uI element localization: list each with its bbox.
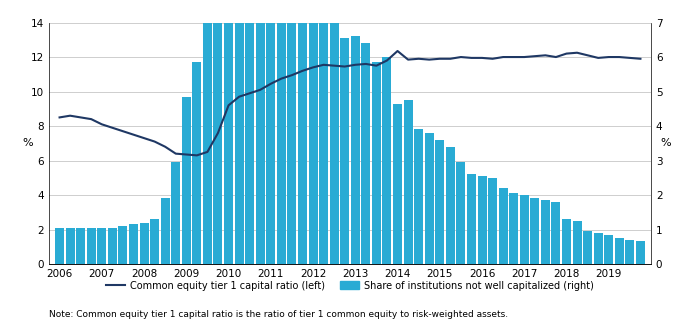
Bar [531, 198, 539, 264]
Y-axis label: %: % [23, 138, 34, 148]
Bar [498, 188, 508, 264]
Bar [298, 0, 307, 264]
Bar [541, 200, 550, 264]
Bar [456, 162, 466, 264]
Bar [161, 198, 169, 264]
Bar [446, 147, 455, 264]
Bar [425, 133, 434, 264]
Bar [172, 162, 180, 264]
Bar [467, 174, 476, 264]
Bar [330, 19, 339, 264]
Bar [435, 140, 444, 264]
Bar [129, 224, 138, 264]
Bar [193, 62, 202, 264]
Bar [256, 0, 265, 264]
Bar [288, 0, 296, 264]
Bar [509, 193, 518, 264]
Bar [118, 226, 127, 264]
Bar [393, 104, 402, 264]
Bar [224, 0, 233, 264]
Bar [214, 0, 223, 264]
Bar [97, 228, 106, 264]
Bar [636, 241, 645, 264]
Bar [234, 0, 244, 264]
Y-axis label: %: % [660, 138, 671, 148]
Bar [520, 195, 528, 264]
Bar [594, 233, 603, 264]
Bar [340, 38, 349, 264]
Bar [182, 97, 191, 264]
Bar [203, 0, 212, 264]
Bar [108, 228, 117, 264]
Bar [245, 0, 254, 264]
Bar [562, 219, 571, 264]
Bar [139, 223, 148, 264]
Bar [309, 0, 318, 264]
Bar [414, 129, 423, 264]
Bar [583, 231, 592, 264]
Bar [361, 43, 370, 264]
Bar [382, 57, 391, 264]
Bar [615, 238, 624, 264]
Bar [55, 228, 64, 264]
Text: Note: Common equity tier 1 capital ratio is the ratio of tier 1 common equity to: Note: Common equity tier 1 capital ratio… [49, 310, 508, 319]
Bar [477, 176, 486, 264]
Bar [625, 240, 634, 264]
Bar [150, 219, 159, 264]
Bar [372, 62, 381, 264]
Bar [351, 36, 360, 264]
Bar [66, 228, 75, 264]
Bar [277, 0, 286, 264]
Legend: Common equity tier 1 capital ratio (left), Share of institutions not well capita: Common equity tier 1 capital ratio (left… [102, 277, 598, 295]
Bar [76, 228, 85, 264]
Bar [488, 178, 497, 264]
Bar [87, 228, 96, 264]
Bar [404, 100, 412, 264]
Bar [552, 202, 561, 264]
Bar [573, 221, 582, 264]
Bar [604, 235, 613, 264]
Bar [319, 0, 328, 264]
Bar [266, 0, 275, 264]
